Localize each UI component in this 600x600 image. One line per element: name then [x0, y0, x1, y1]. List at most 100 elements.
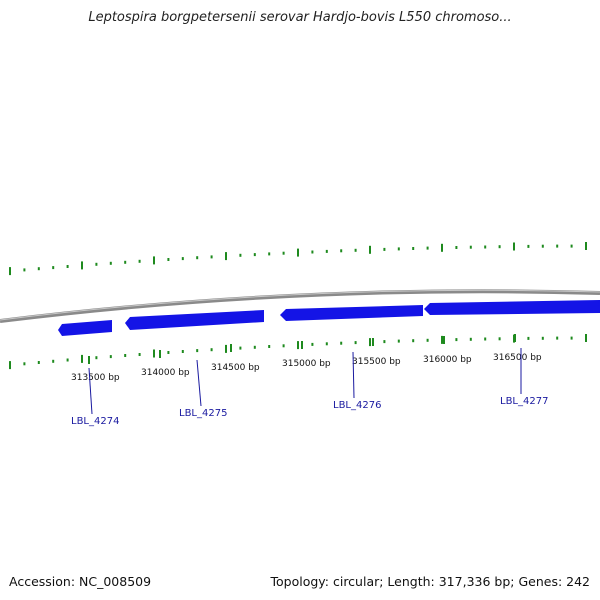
gc-track-mark: [282, 344, 285, 348]
genome-summary: Topology: circular; Length: 317,336 bp; …: [270, 574, 591, 589]
gc-track-mark: [196, 256, 199, 260]
gc-track-mark: [498, 245, 501, 249]
gc-track-mark: [397, 247, 400, 251]
gc-track-mark: [81, 354, 83, 363]
gc-track-mark: [124, 354, 127, 357]
gc-track-mark: [397, 339, 400, 343]
gc-track-mark: [167, 258, 170, 261]
gc-track-mark: [66, 358, 69, 362]
gc-track-mark: [570, 244, 573, 248]
gc-track-mark: [340, 341, 343, 345]
gc-track-mark: [527, 336, 530, 340]
gc-track-mark: [253, 345, 256, 349]
gene-labels: LBL_4274 LBL_4275 LBL_4276 LBL_4277: [71, 348, 548, 427]
gene-label-lbl-4276[interactable]: LBL_4276: [333, 400, 381, 411]
gc-track-mark: [23, 268, 26, 272]
gene-label-lbl-4274[interactable]: LBL_4274: [71, 416, 119, 427]
gc-track-mark: [268, 252, 271, 256]
gc-track-mark: [239, 346, 242, 350]
gene-arrow-lbl-4276[interactable]: [280, 305, 423, 321]
gc-track-mark: [484, 245, 487, 249]
gc-track-mark: [297, 248, 299, 257]
gene-label-lbl-4277[interactable]: LBL_4277: [500, 396, 548, 407]
gene-arrow-lbl-4277[interactable]: [424, 300, 600, 315]
gc-track-mark: [253, 253, 256, 257]
position-ticks: 313500 bp 314000 bp 314500 bp 315000 bp …: [71, 334, 542, 383]
gc-track-mark: [426, 338, 429, 342]
position-tick-mark: [514, 334, 516, 342]
gc-track-mark: [311, 342, 314, 346]
position-tick-mark: [230, 344, 232, 352]
gc-track-mark: [66, 265, 69, 268]
gc-track-mark: [297, 341, 299, 350]
gc-track-mark: [282, 251, 285, 255]
gc-track-mark: [109, 261, 112, 265]
gc-track-mark: [354, 341, 357, 345]
gc-track-mark: [325, 249, 328, 253]
tick-label: 315500 bp: [352, 357, 401, 367]
gc-track-mark: [527, 244, 530, 248]
gc-track-mark: [383, 247, 386, 251]
tick-label: 316500 bp: [493, 353, 542, 363]
gc-track-mark: [52, 266, 55, 270]
gc-track-mark: [239, 253, 242, 257]
tick-label: 313500 bp: [71, 373, 120, 383]
position-tick-mark: [88, 356, 90, 364]
gc-track-mark: [498, 337, 501, 341]
gc-track-mark: [585, 334, 587, 342]
gc-track-mark: [210, 255, 213, 259]
gene-label-lbl-4275[interactable]: LBL_4275: [179, 408, 227, 419]
gc-track-mark: [469, 337, 472, 341]
gc-track-mark: [484, 337, 487, 341]
gc-track-mark: [196, 349, 199, 353]
tick-label: 316000 bp: [423, 355, 472, 365]
tick-label: 315000 bp: [282, 359, 331, 369]
gc-track-mark: [95, 262, 98, 266]
gene-features: [58, 300, 600, 336]
gc-track-mark: [138, 259, 141, 263]
gc-track-mark: [412, 339, 415, 343]
gc-track-mark: [37, 361, 40, 364]
gene-label-connector: [196, 359, 202, 407]
gc-track-mark: [412, 247, 415, 250]
gc-track-mark: [153, 349, 155, 358]
gc-track-mark: [325, 342, 328, 346]
map-title: Leptospira borgpetersenii serovar Hardjo…: [88, 10, 512, 25]
gc-track-mark: [124, 260, 127, 264]
position-tick-mark: [372, 338, 374, 346]
gc-track-mark: [585, 242, 587, 250]
gc-track-mark: [167, 351, 170, 354]
gc-track-mark: [95, 356, 98, 360]
tick-label: 314000 bp: [141, 368, 190, 378]
gc-content-track-outer: [9, 242, 587, 276]
gc-track-mark: [340, 249, 343, 253]
gc-track-mark: [181, 350, 184, 353]
gc-track-mark: [181, 257, 184, 261]
gc-track-mark: [109, 355, 112, 359]
accession-label: Accession: NC_008509: [9, 574, 152, 589]
gc-track-mark: [369, 338, 371, 347]
gc-content-track-inner: [9, 334, 587, 370]
gc-track-mark: [556, 336, 559, 340]
gc-track-mark: [225, 252, 227, 261]
gc-track-mark: [469, 245, 472, 249]
gc-track-mark: [541, 244, 544, 248]
gc-track-mark: [311, 250, 314, 254]
gc-track-mark: [153, 256, 155, 265]
gc-track-mark: [225, 344, 227, 353]
gc-track-mark: [268, 345, 271, 348]
gene-arrow-lbl-4274[interactable]: [58, 320, 112, 336]
position-tick-mark: [159, 350, 161, 358]
gc-track-mark: [541, 336, 544, 340]
gc-track-mark: [369, 245, 371, 254]
gene-label-connector: [88, 367, 93, 415]
gc-track-mark: [52, 359, 55, 363]
gc-track-mark: [37, 267, 40, 271]
gc-track-mark: [138, 353, 141, 356]
gc-track-mark: [455, 246, 458, 249]
gc-track-mark: [513, 242, 515, 251]
gene-arrow-lbl-4275[interactable]: [125, 310, 264, 330]
gene-label-connector: [352, 351, 355, 399]
gc-track-mark: [81, 261, 83, 270]
